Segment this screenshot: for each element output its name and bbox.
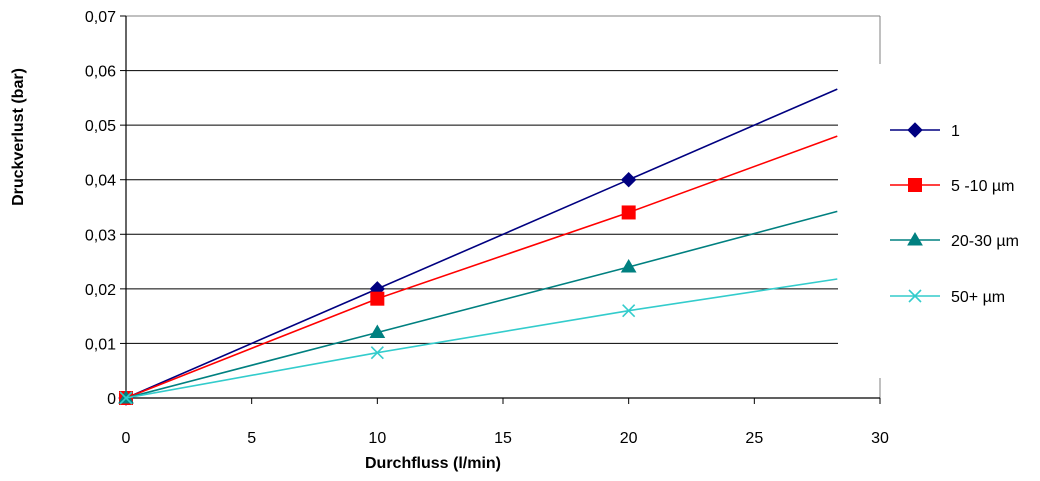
y-tick-label: 0,01: [85, 336, 116, 353]
y-tick-label: 0,06: [85, 64, 116, 81]
y-tick-labels: 0 0,01 0,02 0,03 0,04 0,05 0,06 0,07: [85, 9, 116, 408]
legend: 1 5 -10 µm 20-30 µm 50+ µm: [890, 122, 1019, 306]
data-point: [370, 291, 385, 306]
x-tick-label: 25: [745, 430, 763, 447]
y-tick-label: 0,02: [85, 282, 116, 299]
y-tick-label: 0,07: [85, 9, 116, 26]
data-point: [620, 172, 637, 188]
x-tick-label: 20: [620, 430, 638, 447]
legend-label: 5 -10 µm: [951, 178, 1014, 195]
axes: [120, 15, 881, 404]
data-point: [369, 324, 386, 339]
data-point: [620, 259, 637, 273]
data-point: [622, 304, 636, 318]
series-line: [125, 210, 838, 399]
y-tick-label: 0,05: [85, 118, 116, 135]
legend-label: 20-30 µm: [951, 233, 1019, 250]
series-3: [118, 210, 838, 404]
legend-marker: [907, 122, 923, 138]
y-axis-title: Druckverlust (bar): [10, 68, 27, 206]
series-line: [125, 135, 838, 399]
legend-marker: [908, 178, 922, 192]
y-tick-label: 0: [107, 391, 116, 408]
series-line: [125, 88, 838, 399]
x-tick-label: 30: [871, 430, 889, 447]
legend-label: 50+ µm: [951, 289, 1005, 306]
x-tick-label: 10: [368, 430, 386, 447]
data-point: [119, 391, 133, 405]
legend-item: 20-30 µm: [890, 232, 1019, 250]
legend-label: 1: [951, 123, 960, 140]
legend-marker: [908, 289, 922, 303]
series-line: [125, 278, 838, 399]
y-tick-label: 0,03: [85, 227, 116, 244]
y-tick-label: 0,04: [85, 173, 116, 190]
data-point: [621, 205, 636, 220]
data-point: [370, 346, 384, 360]
x-axis-title: Durchfluss (l/min): [365, 455, 501, 472]
legend-item: 1: [890, 122, 960, 140]
x-tick-label: 5: [247, 430, 256, 447]
x-tick-labels: 0 5 10 15 20 25 30: [122, 430, 889, 447]
grid-lines: [126, 70, 838, 344]
x-tick-label: 0: [122, 430, 131, 447]
legend-item: 5 -10 µm: [890, 178, 1014, 195]
x-tick-label: 15: [494, 430, 512, 447]
plot-series: [118, 88, 838, 406]
legend-item: 50+ µm: [890, 289, 1005, 306]
series-2: [119, 135, 838, 405]
legend-marker: [907, 232, 923, 246]
series-4: [119, 278, 838, 405]
